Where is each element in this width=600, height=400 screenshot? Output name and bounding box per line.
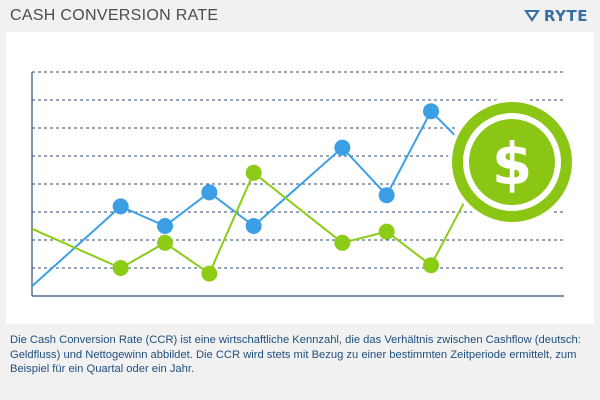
data-point (423, 103, 439, 120)
badge-ring (463, 113, 561, 211)
series-layer (31, 103, 477, 287)
brand-name: RYTE (543, 7, 588, 25)
data-point (112, 260, 129, 276)
data-point (201, 184, 218, 201)
data-point (201, 265, 218, 282)
brand-logo: RYTE (523, 6, 588, 26)
data-point (112, 198, 129, 215)
data-point (157, 218, 173, 234)
data-point (245, 218, 262, 234)
data-point (334, 234, 351, 251)
series-line (31, 110, 477, 287)
data-point (157, 234, 173, 251)
data-point (378, 223, 395, 240)
dollar-symbol: $ (492, 130, 532, 198)
line-chart: $ (31, 71, 576, 297)
data-point (378, 187, 395, 204)
ryte-logo-icon (523, 10, 540, 22)
axes (31, 72, 564, 297)
data-point (245, 164, 262, 181)
header: CASH CONVERSION RATE RYTE (0, 0, 600, 32)
dollar-coin-icon: $ (448, 98, 576, 226)
description-text: Die Cash Conversion Rate (CCR) ist eine … (10, 334, 581, 375)
grid-lines (32, 71, 564, 269)
page-title: CASH CONVERSION RATE (10, 7, 219, 24)
chart-panel: $ (6, 32, 594, 324)
data-point (423, 257, 439, 274)
badge-outer (452, 102, 572, 222)
data-point (334, 139, 351, 156)
